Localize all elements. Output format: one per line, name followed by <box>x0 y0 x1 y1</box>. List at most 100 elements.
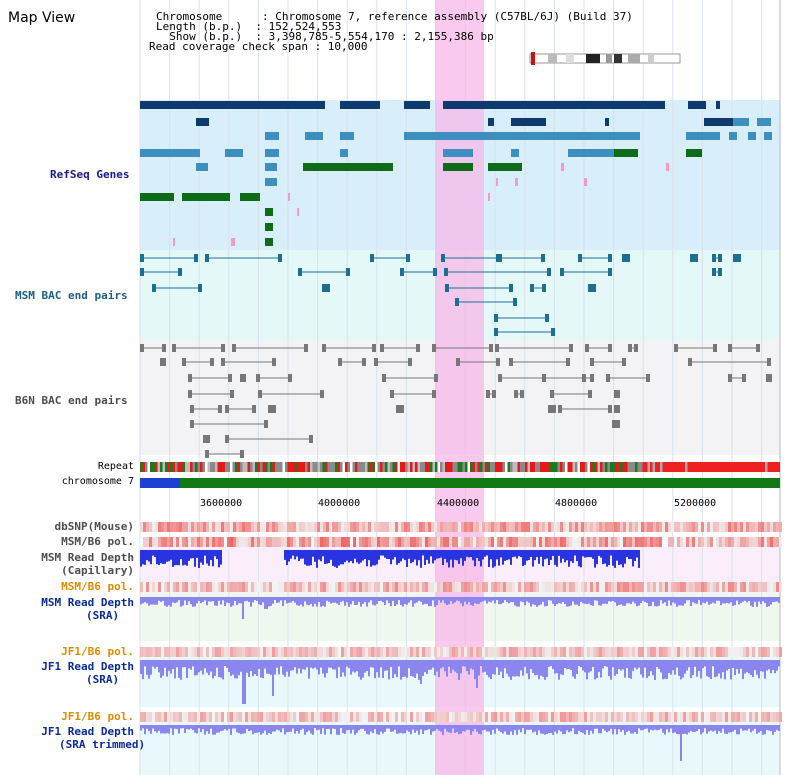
jf1-b6-pol-heat-cell <box>482 647 485 657</box>
dbsnp-heat-cell <box>707 522 710 532</box>
jf1-b6-pol-heat-cell <box>335 647 338 657</box>
jf1-sra-depth-bar <box>666 660 668 680</box>
capillary-depth-bar <box>522 550 524 566</box>
capillary-depth-bar <box>160 550 162 564</box>
msm-sra-depth-bar <box>310 597 312 604</box>
capillary-depth-bar <box>288 550 290 562</box>
jf1-b6-pol2-heat-cell <box>176 712 179 722</box>
jf1-b6-pol2-heat-cell <box>278 712 281 722</box>
msm-sra-depth-bar <box>666 597 668 607</box>
msm-sra-depth-bar <box>246 597 248 601</box>
repeat-feature <box>567 462 570 472</box>
jf1-sra-depth-bar <box>500 660 502 672</box>
repeat-feature <box>392 462 395 472</box>
jf1-trimmed-depth-bar <box>530 725 532 730</box>
repeat-feature <box>625 462 628 472</box>
capillary-depth-bar <box>464 550 466 561</box>
msm-sra-depth-bar <box>512 597 514 603</box>
msm-sra-depth-bar <box>456 597 458 601</box>
jf1-b6-pol2-heat-cell <box>485 712 488 722</box>
capillary-depth-bar <box>198 550 200 568</box>
jf1-sra-depth-bar <box>530 660 532 669</box>
msm-sra-depth-bar <box>410 597 412 601</box>
msm-b6-pol-heat-cell <box>557 537 560 547</box>
msm-b6-pol-heat-cell <box>428 537 431 547</box>
jf1-b6-pol2-heat-cell <box>341 712 344 722</box>
msm-sra-depth-bar <box>710 597 712 604</box>
jf1-b6-pol-heat-cell <box>143 647 146 657</box>
msm-b6-pol-heat-cell <box>767 537 770 547</box>
msm-bac-pair-end <box>406 254 410 262</box>
jf1-b6-pol-heat-cell <box>713 647 716 657</box>
jf1-trimmed-depth-bar <box>602 725 604 729</box>
dbsnp-heat-cell <box>332 522 335 532</box>
msm-sra-depth-bar <box>536 597 538 607</box>
jf1-b6-pol2-heat-cell <box>401 712 404 722</box>
jf1-sra-depth-bar <box>234 660 236 679</box>
msm-bac-pair-end <box>608 268 612 276</box>
dbsnp-heat-cell <box>557 522 560 532</box>
msm-b6-pol-heat-cell <box>473 537 476 547</box>
jf1-trimmed-depth-bar <box>416 725 418 731</box>
jf1-b6-pol2-heat-cell <box>641 712 644 722</box>
jf1-trimmed-depth-bar <box>176 725 178 730</box>
msm-sra-depth-bar <box>332 597 334 603</box>
jf1-sra-depth-bar <box>446 660 448 677</box>
jf1-b6-pol2-heat-cell <box>287 712 290 722</box>
repeat-feature <box>172 462 175 472</box>
repeat-feature <box>720 462 723 472</box>
jf1-b6-pol2-heat-cell <box>560 712 563 722</box>
jf1-b6-pol2-heat-cell <box>614 712 617 722</box>
jf1-b6-pol2-heat-cell <box>425 712 428 722</box>
repeat-feature <box>342 462 345 472</box>
repeat-feature <box>175 462 178 472</box>
jf1-trimmed-depth-bar <box>140 725 142 731</box>
jf1-b6-pol2-heat-cell <box>566 712 569 722</box>
dbsnp-heat-cell <box>281 522 284 532</box>
dbsnp-heat-cell <box>239 522 242 532</box>
b6n-bac-pair-end <box>616 405 620 413</box>
jf1-trimmed-depth-bar <box>544 725 546 735</box>
repeat-feature <box>490 462 493 472</box>
msm-b6-pol-heat-cell <box>650 537 653 547</box>
jf1-b6-pol-heat-cell <box>581 647 584 657</box>
jf1-trimmed-depth-bar <box>572 725 574 729</box>
repeat-feature <box>190 462 193 472</box>
msm-b6-pol-heat-cell <box>272 537 275 547</box>
ideogram-band <box>548 54 557 63</box>
jf1-sra-depth-bar <box>626 660 628 669</box>
jf1-sra-depth-bar <box>638 660 640 668</box>
msm-b6-pol2-heat-cell <box>209 582 212 592</box>
repeat-feature <box>642 462 645 472</box>
msm-b6-pol-heat-cell <box>359 537 362 547</box>
msm-b6-pol-heat-cell <box>641 537 644 547</box>
jf1-b6-pol-heat-cell <box>596 647 599 657</box>
track-label-b6n-bac[interactable]: B6N BAC end pairs <box>15 394 128 407</box>
msm-sra-depth-bar <box>382 597 384 603</box>
track-label-refseq[interactable]: RefSeq Genes <box>50 168 130 181</box>
jf1-b6-pol-heat-cell <box>503 647 506 657</box>
jf1-b6-pol-heat-cell <box>716 647 719 657</box>
capillary-depth-bar <box>548 550 550 565</box>
capillary-depth-bar <box>180 550 182 560</box>
msm-sra-depth-bar <box>168 597 170 606</box>
msm-sra-depth-bar <box>370 597 372 601</box>
b6n-bac-pair-end <box>190 405 194 413</box>
jf1-b6-pol-heat-cell <box>764 647 767 657</box>
repeat-feature <box>662 462 665 472</box>
capillary-depth-bar <box>504 550 506 561</box>
msm-bac-pair-end <box>433 268 437 276</box>
track-label-msm-bac[interactable]: MSM BAC end pairs <box>15 289 128 302</box>
jf1-b6-pol-heat-cell <box>707 647 710 657</box>
jf1-sra-depth-bar <box>704 660 706 667</box>
repeat-feature <box>182 462 185 472</box>
jf1-sra-depth-bar <box>486 660 488 675</box>
msm-b6-pol-heat-cell <box>569 537 572 547</box>
jf1-trimmed-depth-bar <box>772 725 774 735</box>
jf1-sra-depth-bar <box>140 660 142 675</box>
msm-b6-pol-heat-cell <box>668 537 671 547</box>
jf1-sra-depth-bar <box>514 660 516 677</box>
jf1-sra-depth-bar <box>628 660 630 678</box>
dbsnp-heat-cell <box>563 522 566 532</box>
